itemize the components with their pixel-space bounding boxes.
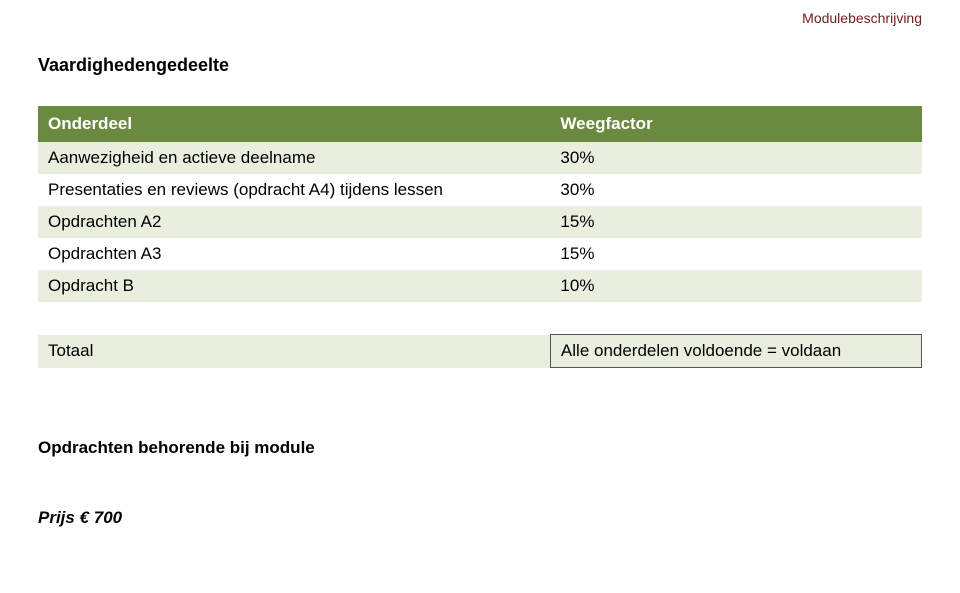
cell-label: Opdrachten A3 [38,238,550,270]
column-header-weegfactor: Weegfactor [550,106,921,142]
cell-value: 30% [550,174,921,206]
cell-label: Aanwezigheid en actieve deelname [38,142,550,174]
header-module-description: Modulebeschrijving [802,10,922,26]
subheading-opdrachten: Opdrachten behorende bij module [38,438,922,458]
cell-value: 30% [550,142,921,174]
section-title: Vaardighedengedeelte [38,55,922,76]
cell-value: 10% [550,270,921,302]
table-row: Aanwezigheid en actieve deelname 30% [38,142,922,174]
table-header-row: Onderdeel Weegfactor [38,106,922,142]
table-total-row: Totaal Alle onderdelen voldoende = volda… [38,335,922,368]
cell-label: Presentaties en reviews (opdracht A4) ti… [38,174,550,206]
table-spacer-row [38,302,922,335]
table-row: Opdrachten A3 15% [38,238,922,270]
cell-label: Opdracht B [38,270,550,302]
table-row: Opdracht B 10% [38,270,922,302]
total-value: Alle onderdelen voldoende = voldaan [550,335,921,368]
main-content: Vaardighedengedeelte Onderdeel Weegfacto… [38,55,922,528]
table-row: Presentaties en reviews (opdracht A4) ti… [38,174,922,206]
column-header-onderdeel: Onderdeel [38,106,550,142]
weighting-table: Onderdeel Weegfactor Aanwezigheid en act… [38,106,922,368]
cell-value: 15% [550,238,921,270]
price-line: Prijs € 700 [38,508,922,528]
cell-label: Opdrachten A2 [38,206,550,238]
cell-value: 15% [550,206,921,238]
table-row: Opdrachten A2 15% [38,206,922,238]
total-label: Totaal [38,335,550,368]
